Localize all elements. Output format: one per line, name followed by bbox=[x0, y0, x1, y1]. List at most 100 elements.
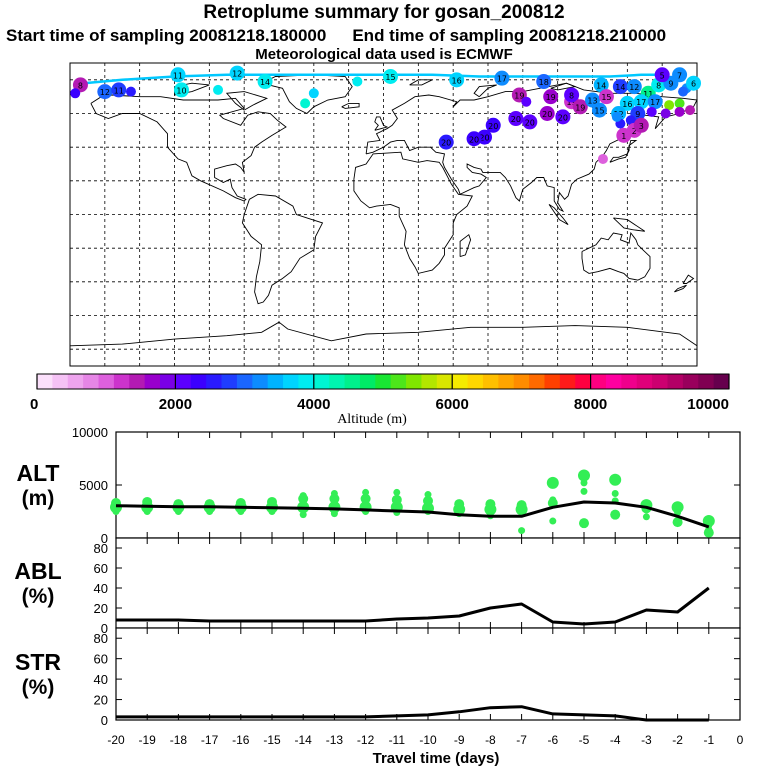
colorbar-swatch bbox=[467, 374, 484, 389]
x-tick-label: -13 bbox=[326, 733, 344, 747]
altitude-point bbox=[672, 517, 683, 528]
plume-track bbox=[83, 73, 663, 85]
x-tick-label: -9 bbox=[454, 733, 465, 747]
coastline bbox=[90, 94, 287, 202]
x-tick-label: -2 bbox=[672, 733, 683, 747]
colorbar-swatch bbox=[698, 374, 715, 389]
plume-point-label: 14 bbox=[260, 78, 270, 87]
x-tick-label: -4 bbox=[610, 733, 621, 747]
panel-label: ABL bbox=[14, 558, 61, 584]
colorbar-tick-label: 4000 bbox=[297, 396, 330, 413]
colorbar-swatch bbox=[605, 374, 622, 389]
coastline bbox=[473, 84, 497, 98]
altitude-point bbox=[330, 489, 338, 497]
met-data-label: Meteorological data used is ECMWF bbox=[255, 46, 513, 63]
plume-point bbox=[536, 74, 552, 90]
coastline bbox=[374, 116, 389, 131]
plume-point-label: 3 bbox=[639, 122, 644, 131]
plume-point bbox=[616, 127, 632, 143]
plume-point-label: 14 bbox=[615, 83, 625, 92]
colorbar-tick-label: 2000 bbox=[159, 396, 192, 413]
colorbar-swatch bbox=[406, 374, 422, 389]
coastline bbox=[548, 204, 569, 225]
colorbar-tick-label: 6000 bbox=[436, 396, 469, 413]
plume-point bbox=[686, 75, 702, 91]
altitude-point bbox=[642, 513, 650, 521]
plume-point bbox=[633, 117, 649, 133]
plume-point-label: 19 bbox=[514, 91, 524, 100]
plume-point-label: 15 bbox=[385, 73, 395, 82]
plume-point bbox=[521, 96, 532, 107]
x-tick-label: -15 bbox=[263, 733, 281, 747]
coastline bbox=[459, 233, 472, 258]
colorbar-swatch bbox=[713, 374, 730, 389]
plume-point-label: 11 bbox=[114, 86, 124, 95]
altitude-point bbox=[580, 487, 588, 495]
plume-point-label: 8 bbox=[569, 91, 574, 100]
colorbar-swatch bbox=[544, 374, 561, 389]
plume-point-label: 11 bbox=[643, 90, 653, 99]
plume-point-label: 20 bbox=[525, 118, 535, 127]
x-tick-label: -16 bbox=[232, 733, 250, 747]
plume-point-label: 15 bbox=[594, 107, 604, 116]
y-tick-label: 5000 bbox=[79, 478, 108, 493]
altitude-point bbox=[424, 491, 432, 499]
plume-point bbox=[626, 79, 642, 95]
x-tick-label: -3 bbox=[641, 733, 652, 747]
plume-point bbox=[591, 102, 607, 118]
plume-point bbox=[125, 86, 136, 97]
colorbar-swatch bbox=[590, 374, 607, 389]
coastline bbox=[353, 151, 473, 274]
plume-point-label: 19 bbox=[567, 98, 577, 107]
x-tick-label: -8 bbox=[485, 733, 496, 747]
altitude-point bbox=[267, 496, 277, 507]
sampling-times: Start time of sampling 20081218.180000 En… bbox=[6, 26, 766, 46]
colorbar-swatch bbox=[329, 374, 345, 389]
y-tick-label: 60 bbox=[94, 652, 108, 667]
plume-point-label: 8 bbox=[78, 81, 83, 90]
panel-unit: (%) bbox=[22, 585, 55, 608]
altitude-colorbar: 0 2000 4000 6000 8000 10000 Altitude (m) bbox=[30, 373, 730, 427]
plume-point bbox=[646, 106, 657, 117]
colorbar-swatch bbox=[83, 374, 99, 389]
colorbar-swatch bbox=[559, 374, 576, 389]
colorbar-swatch bbox=[144, 374, 161, 389]
colorbar-swatch bbox=[636, 374, 653, 389]
coastline bbox=[609, 139, 638, 163]
plume-point bbox=[70, 88, 81, 99]
plume-point bbox=[522, 114, 538, 130]
plume-point bbox=[97, 84, 113, 100]
plume-point-label: 13 bbox=[587, 97, 597, 106]
plume-point-label: 20 bbox=[511, 115, 521, 124]
y-tick-label: 40 bbox=[94, 581, 108, 596]
plume-point bbox=[625, 115, 636, 126]
plume-point bbox=[664, 100, 675, 111]
start-time-label: Start time of sampling 20081218.180000 bbox=[6, 26, 327, 45]
x-tick-label: -17 bbox=[201, 733, 219, 747]
plume-point-label: 17 bbox=[650, 98, 660, 107]
colorbar-swatch bbox=[375, 374, 392, 389]
plume-point bbox=[593, 77, 609, 93]
plume-point-label: 6 bbox=[691, 80, 696, 89]
plume-point bbox=[352, 76, 363, 87]
altitude-point bbox=[609, 473, 622, 486]
altitude-point bbox=[237, 508, 245, 515]
y-tick-label: 0 bbox=[101, 531, 108, 546]
plume-point-label: 1 bbox=[621, 132, 626, 141]
altitude-point bbox=[454, 499, 465, 510]
colorbar-swatch bbox=[67, 374, 84, 389]
altitude-point bbox=[142, 496, 153, 507]
coastline bbox=[241, 193, 324, 305]
plume-point bbox=[564, 87, 580, 103]
x-tick-label: -18 bbox=[170, 733, 188, 747]
x-tick-label: -1 bbox=[703, 733, 714, 747]
x-axis: -20 -19 -18 -17 -16 -15 -14 -13 -12 -11 -10 -9 -8 -7-… bbox=[107, 733, 743, 767]
altitude-point bbox=[299, 492, 307, 500]
colorbar-axis-label: Altitude (m) bbox=[337, 412, 407, 427]
x-tick-label: -7 bbox=[516, 733, 527, 747]
colorbar-swatch bbox=[529, 374, 545, 389]
altitude-point bbox=[671, 501, 684, 514]
panel-unit: (%) bbox=[22, 676, 55, 699]
plume-point bbox=[173, 82, 189, 98]
